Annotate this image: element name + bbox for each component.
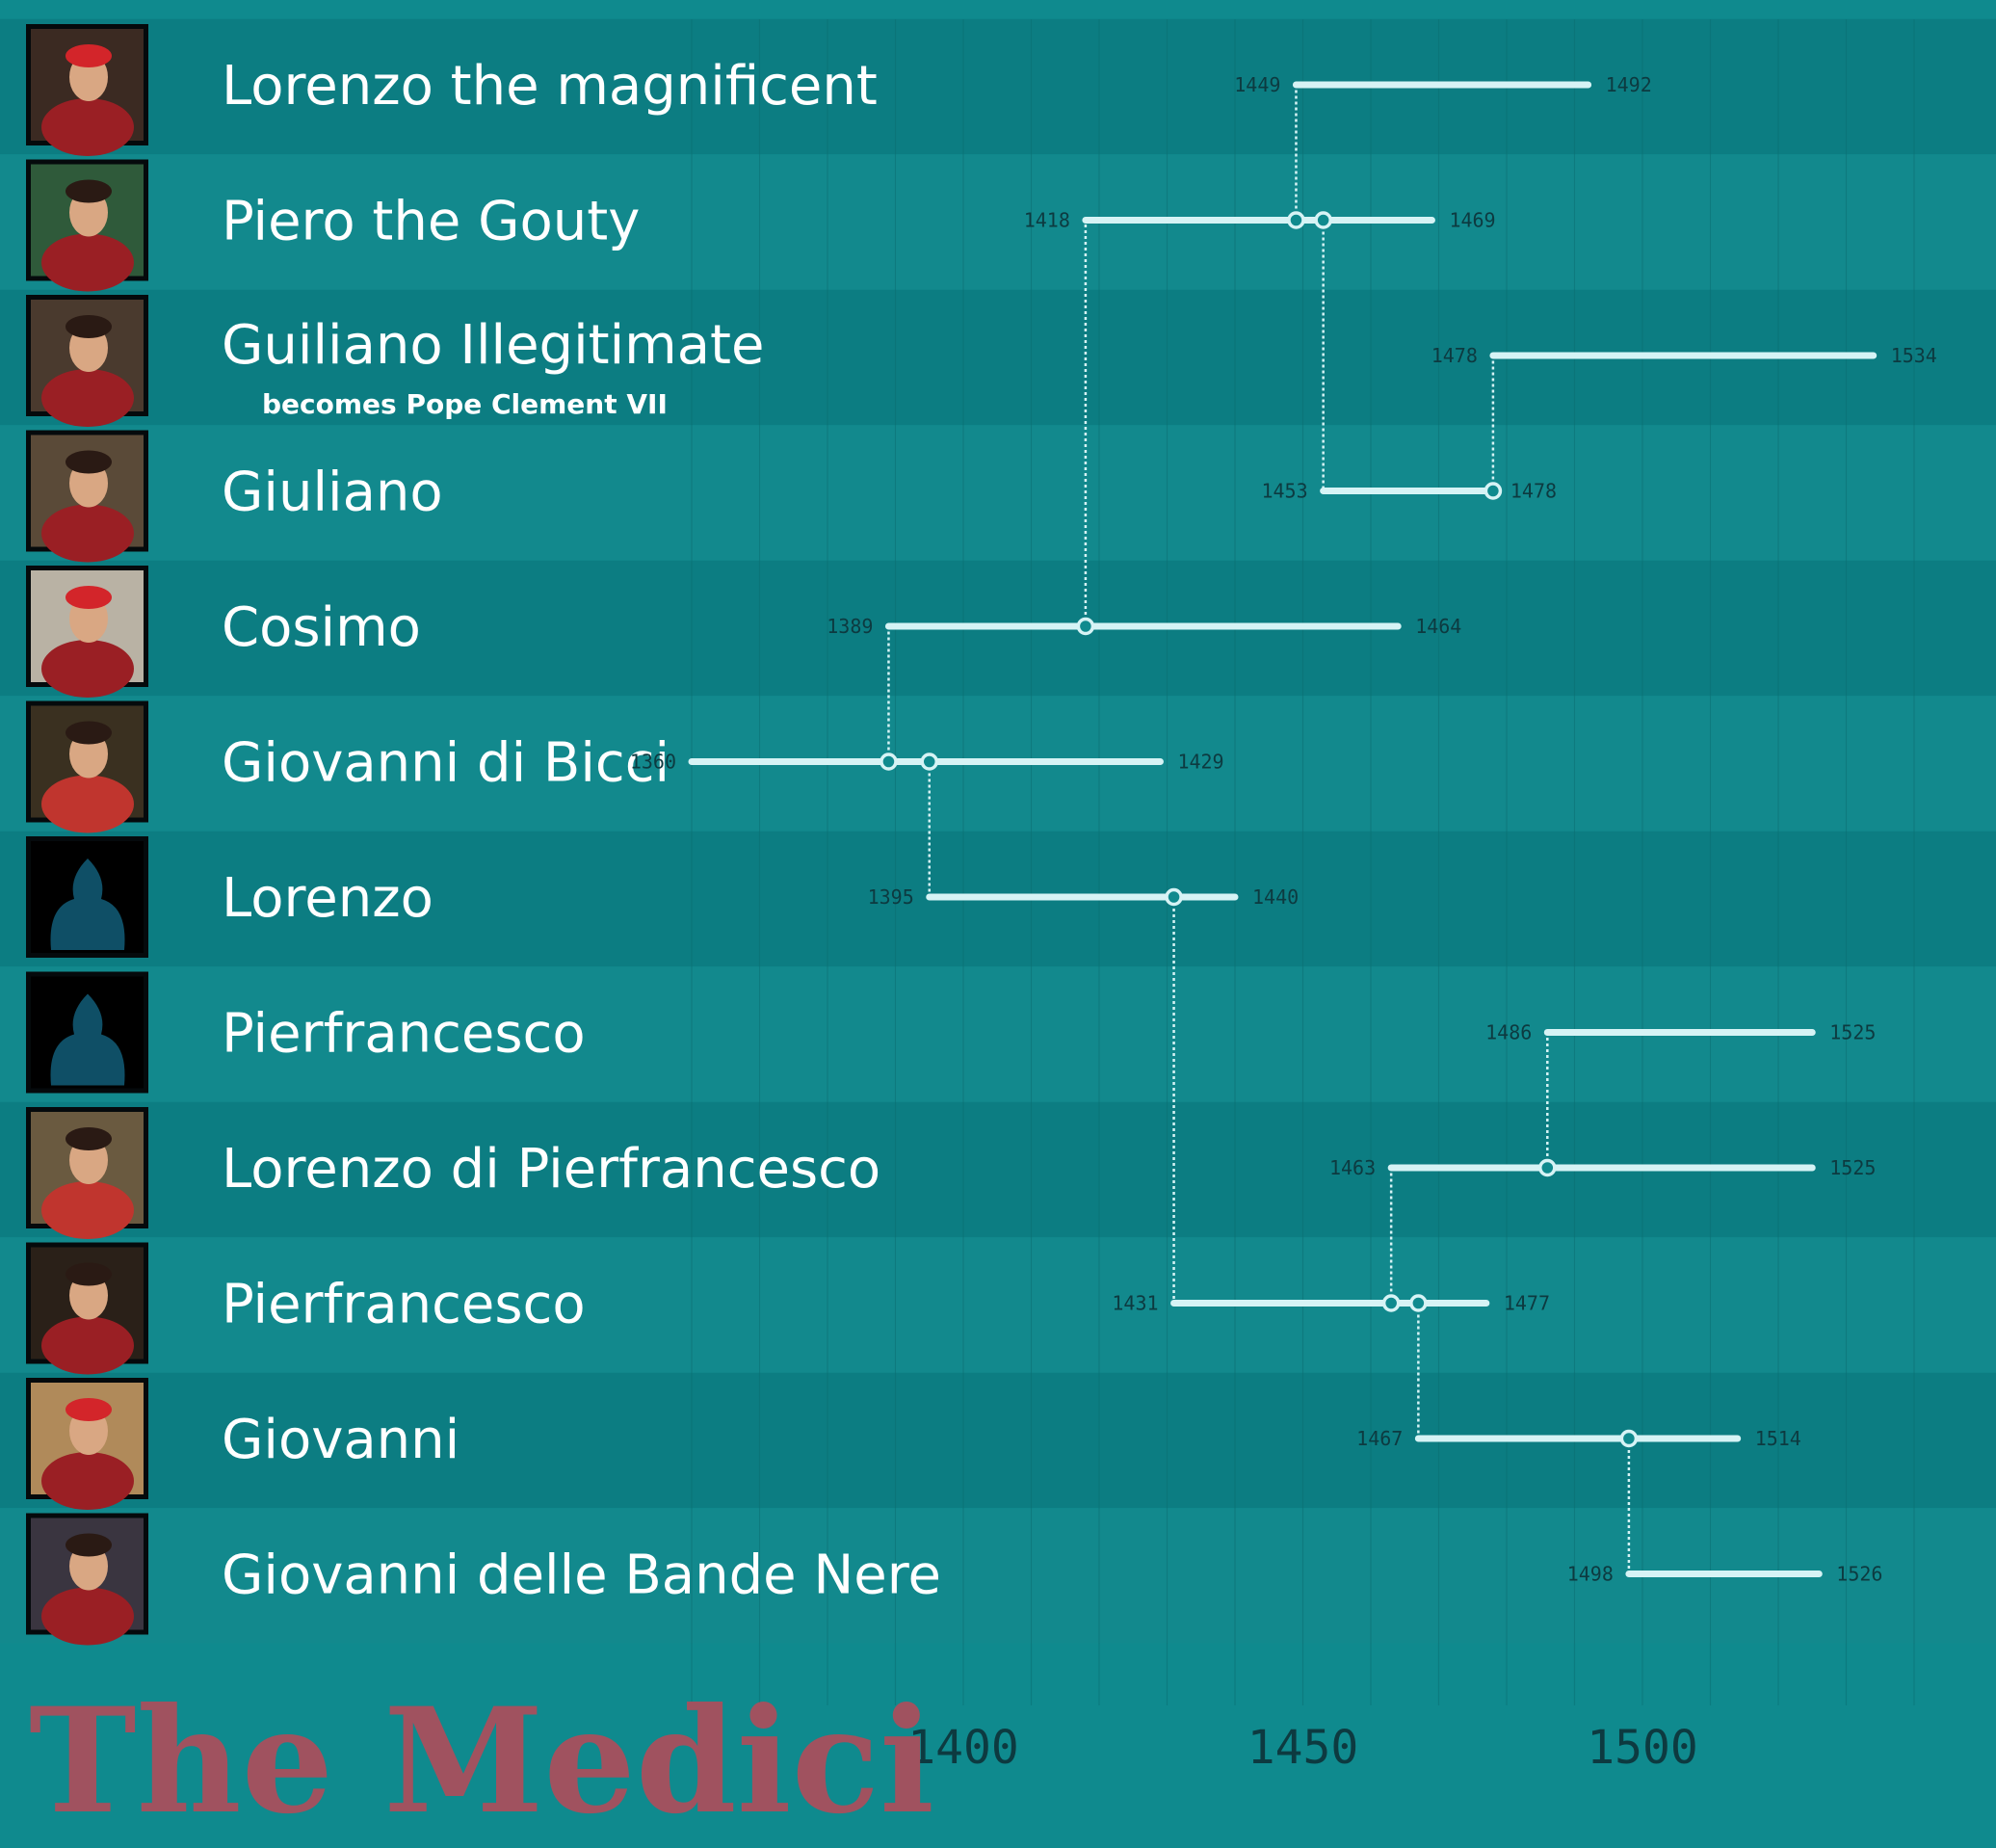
portrait-hat xyxy=(66,1127,112,1150)
child-marker xyxy=(880,752,898,771)
portrait-body xyxy=(41,1181,134,1239)
child-marker xyxy=(1409,1294,1428,1312)
chart-title: The Medici xyxy=(29,1676,934,1846)
portrait-hat xyxy=(66,586,112,609)
death-year-label: 1514 xyxy=(1755,1427,1801,1450)
child-marker xyxy=(1538,1158,1557,1177)
person-name: Pierfrancesco xyxy=(222,1274,586,1336)
portrait-body xyxy=(41,1587,134,1646)
child-marker xyxy=(1484,482,1503,500)
silhouette-icon xyxy=(50,993,125,1086)
portrait-hat xyxy=(66,1533,112,1557)
portrait-body xyxy=(41,369,134,427)
row-band xyxy=(0,425,1996,561)
child-marker xyxy=(1619,1429,1639,1448)
row-band xyxy=(0,154,1996,290)
birth-year-label: 1486 xyxy=(1485,1021,1532,1044)
birth-year-label: 1467 xyxy=(1356,1427,1403,1450)
portrait-body xyxy=(41,775,134,833)
person-name: Giovanni xyxy=(222,1409,460,1471)
birth-year-label: 1418 xyxy=(1024,209,1070,232)
birth-year-label: 1360 xyxy=(630,751,676,774)
x-axis-tick-label: 1500 xyxy=(1587,1721,1698,1775)
portrait-hat xyxy=(66,1262,112,1286)
portrait-hat xyxy=(66,721,112,745)
person-name: Guiliano Illegitimate xyxy=(222,314,764,377)
death-year-label: 1469 xyxy=(1449,209,1495,232)
birth-year-label: 1498 xyxy=(1567,1563,1614,1586)
portrait-body xyxy=(41,233,134,292)
child-marker xyxy=(1165,887,1183,907)
person-name: Lorenzo di Pierfrancesco xyxy=(222,1138,880,1201)
person-name: Piero the Gouty xyxy=(222,191,640,253)
portrait-body xyxy=(41,1452,134,1510)
person-name: Lorenzo the magnificent xyxy=(222,55,878,118)
person-name: Giovanni delle Bande Nere xyxy=(222,1544,941,1607)
x-axis-tick-label: 1400 xyxy=(907,1721,1019,1775)
child-marker xyxy=(1381,1294,1401,1312)
person-subtitle: becomes Pope Clement VII xyxy=(262,388,668,420)
child-marker xyxy=(1287,211,1305,229)
death-year-label: 1429 xyxy=(1177,751,1223,774)
birth-year-label: 1389 xyxy=(827,615,873,638)
silhouette-icon xyxy=(50,858,125,950)
person-name: Pierfrancesco xyxy=(222,1003,586,1066)
portrait-hat xyxy=(66,179,112,203)
death-year-label: 1525 xyxy=(1829,1021,1876,1044)
death-year-label: 1477 xyxy=(1504,1292,1550,1315)
person-name: Giovanni di Bicci xyxy=(222,732,670,795)
death-year-label: 1525 xyxy=(1829,1156,1876,1179)
birth-year-label: 1453 xyxy=(1261,480,1307,503)
portrait-hat xyxy=(66,315,112,338)
child-marker xyxy=(1314,211,1332,229)
person-name: Cosimo xyxy=(222,596,421,659)
person-name: Lorenzo xyxy=(222,867,433,930)
birth-year-label: 1463 xyxy=(1329,1156,1376,1179)
person-name: Giuliano xyxy=(222,462,443,524)
portrait-hat xyxy=(66,1398,112,1421)
birth-year-label: 1478 xyxy=(1431,344,1478,367)
portrait-body xyxy=(41,640,134,698)
portrait-body xyxy=(41,504,134,563)
row-band xyxy=(0,1237,1996,1373)
birth-year-label: 1431 xyxy=(1112,1292,1158,1315)
death-year-label: 1534 xyxy=(1891,344,1937,367)
portrait-body xyxy=(41,1316,134,1375)
death-year-label: 1492 xyxy=(1606,73,1652,96)
portrait-body xyxy=(41,98,134,156)
portrait-hat xyxy=(66,44,112,67)
x-axis-tick-label: 1450 xyxy=(1248,1721,1359,1775)
death-year-label: 1440 xyxy=(1252,885,1299,909)
birth-year-label: 1395 xyxy=(868,885,914,909)
death-year-label: 1526 xyxy=(1836,1563,1882,1586)
death-year-label: 1464 xyxy=(1415,615,1461,638)
portrait-hat xyxy=(66,450,112,474)
death-year-label: 1478 xyxy=(1510,480,1557,503)
child-marker xyxy=(920,752,938,771)
row-band xyxy=(0,18,1996,155)
child-marker xyxy=(1076,617,1095,636)
birth-year-label: 1449 xyxy=(1234,73,1280,96)
